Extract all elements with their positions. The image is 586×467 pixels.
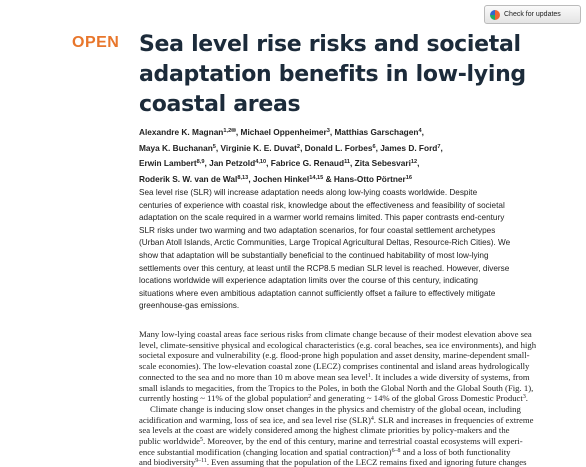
update-label: Check for updates <box>504 11 561 18</box>
text-run: , Fabrice G. Renaud <box>266 158 345 168</box>
text-run: Climate change is inducing slow onset ch… <box>150 403 521 414</box>
text-run: societal exposure and vulnerability (e.g… <box>139 350 530 361</box>
text-run: . SLR and increases in frequencies of ex… <box>373 414 534 425</box>
abstract-line: locations worldwide will experience adap… <box>139 276 478 286</box>
text-run: , <box>421 127 424 137</box>
superscript: 5 <box>200 436 203 443</box>
text-run: public worldwide <box>139 436 201 446</box>
author-line: Alexandre K. Magnan1,2✉, Michael Oppenhe… <box>139 128 424 136</box>
body-line: sea levels at the coast are widely consi… <box>139 426 510 435</box>
body-line: Climate change is inducing slow onset ch… <box>150 405 521 414</box>
body-line: connected to the sea and no more than 10… <box>139 371 530 382</box>
superscript: 8,9 <box>196 158 205 165</box>
body-line: acidification and warming, loss of sea i… <box>139 414 534 425</box>
superscript: 1 <box>367 372 371 379</box>
text-run: acidification and warming, loss of sea i… <box>139 414 371 425</box>
body-line: Many low-lying coastal areas face seriou… <box>139 330 532 339</box>
superscript: 7 <box>437 143 441 150</box>
text-run: sea levels at the coast are widely consi… <box>139 425 510 436</box>
body-line: and biodiversity9–11. Even assuming that… <box>139 458 526 467</box>
text-run: scale economies). The low-elevation coas… <box>139 361 530 372</box>
body-line: public worldwide5. Moreover, by the end … <box>139 437 523 446</box>
text-run: connected to the sea and no more than 10… <box>139 371 368 382</box>
superscript: 11 <box>344 158 351 165</box>
text-run: ence substantial modification (changing … <box>139 446 392 457</box>
text-run: . <box>525 393 528 404</box>
abstract-line: (Urban Atoll Islands, Arctic Communities… <box>139 238 511 248</box>
text-run: Many low-lying coastal areas face seriou… <box>139 329 532 339</box>
superscript: 4 <box>418 127 422 134</box>
text-run: Roderik S. W. van de Wal <box>139 173 238 184</box>
superscript: 4,10 <box>255 158 267 165</box>
abstract-line: adaptation on the scale required in a wa… <box>139 213 505 223</box>
open-label: OPEN <box>72 34 120 51</box>
superscript: 1,2✉ <box>223 127 236 134</box>
text-run: , <box>417 158 420 168</box>
text-run: , Matthias Garschagen <box>329 127 419 137</box>
text-run: , Michael Oppenheimer <box>235 127 327 137</box>
text-run: . It includes a wide diversity of system… <box>370 371 530 382</box>
abstract-line: SLR risks under two warming and two adap… <box>139 225 496 235</box>
abstract-line: Sea level rise (SLR) will increase adapt… <box>139 188 478 197</box>
author-line: Roderik S. W. van de Wal8,13, Jochen Hin… <box>139 173 413 184</box>
text-run: Maya K. Buchanan <box>139 142 213 153</box>
text-run: and biodiversity <box>139 457 196 467</box>
body-line: ence substantial modification (changing … <box>139 446 511 457</box>
author-line: Erwin Lambert8,9, Jan Petzold4,10, Fabri… <box>139 159 419 167</box>
update-button[interactable]: Check for updates <box>484 5 581 24</box>
abstract-line: greenhouse-gas emissions. <box>139 301 240 311</box>
superscript: 4 <box>370 415 374 422</box>
title-line: Sea level rise risks and societal <box>139 32 521 57</box>
update-icon <box>490 9 500 20</box>
title-line: coastal areas <box>139 92 301 117</box>
text-run: Alexandre K. Magnan <box>139 127 224 137</box>
superscript: 6–8 <box>391 447 401 454</box>
text-run: and a loss of both functionality <box>400 446 511 457</box>
superscript: 8,13 <box>237 174 249 181</box>
body-line: societal exposure and vulnerability (e.g… <box>139 351 530 360</box>
superscript: 16 <box>405 174 413 181</box>
author-line: Maya K. Buchanan5, Virginie K. E. Duvat2… <box>139 142 443 153</box>
text-run: , Jan Petzold <box>204 158 256 168</box>
superscript: 3 <box>326 127 330 134</box>
abstract-line: situations where even ambitious adaptati… <box>139 288 496 298</box>
text-run: , <box>440 142 443 153</box>
superscript: 12 <box>410 158 418 165</box>
text-run: and generating ~ 14% of the global Gross… <box>311 393 523 404</box>
superscript: 3 <box>522 393 526 400</box>
text-run: . Even assuming that the population of t… <box>206 457 527 467</box>
abstract-line: settlements over this century, at least … <box>139 263 510 273</box>
superscript: 2 <box>308 393 312 400</box>
title-line: adaptation benefits in low-lying <box>139 62 526 87</box>
text-run: , Zita Sebesvari <box>350 158 411 168</box>
body-line: scale economies). The low-elevation coas… <box>139 362 529 371</box>
superscript: 14,15 <box>309 174 324 181</box>
body-line: level, climate-sensitive physical and ec… <box>139 339 537 350</box>
text-run: , Donald L. Forbes <box>300 142 373 153</box>
text-run: currently hosting ~ 11% of the global po… <box>139 393 309 404</box>
text-run: , Virginie K. E. Duvat <box>215 142 297 153</box>
superscript: 2 <box>296 143 301 150</box>
text-run: small islands to megacities, from the Tr… <box>139 382 534 393</box>
superscript: 5 <box>212 143 216 150</box>
text-run: Erwin Lambert <box>139 158 197 168</box>
text-run: . Moreover, by the end of this century, … <box>203 436 523 446</box>
text-run: level, climate-sensitive physical and ec… <box>139 339 537 350</box>
text-run: , James D. Ford <box>375 142 438 153</box>
body-line: currently hosting ~ 11% of the global po… <box>139 394 528 403</box>
text-run: & Hans-Otto Pörtner <box>323 173 406 184</box>
text-run: , Jochen Hinkel <box>248 173 310 184</box>
abstract-line: centuries of experience with coastal ris… <box>139 200 505 210</box>
abstract-line: show that adaptation will be substantial… <box>139 251 489 260</box>
superscript: 6 <box>372 143 376 150</box>
superscript: 9–11 <box>195 458 207 465</box>
body-line: small islands to megacities, from the Tr… <box>139 382 534 393</box>
